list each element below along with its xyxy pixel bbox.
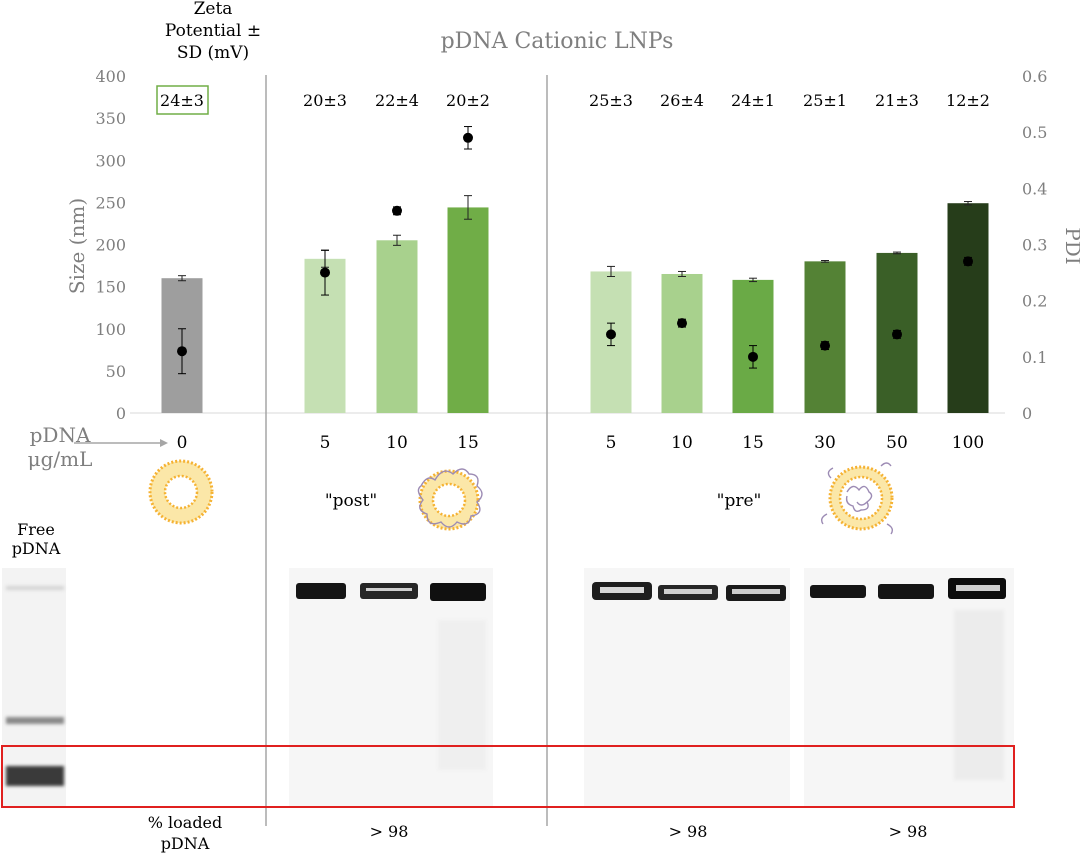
- y2-tick-label: 0.4: [1022, 179, 1047, 198]
- y-tick-label: 400: [95, 67, 126, 86]
- y2-axis-title: PDI: [1061, 227, 1080, 264]
- gel-pre-2: [804, 568, 1014, 808]
- pdi-point: [606, 329, 616, 340]
- zeta-label: 20±2: [446, 91, 490, 110]
- bar-2-10: [661, 273, 703, 413]
- chart-title: pDNA Cationic LNPs: [441, 29, 674, 54]
- zeta-label: 25±3: [589, 91, 633, 110]
- x-tick-label: 15: [457, 433, 479, 453]
- zeta-header: Zeta Potential ± SD (mV): [165, 0, 261, 63]
- loaded-value-post: > 98: [370, 822, 409, 841]
- zeta-label: 21±3: [875, 91, 919, 110]
- pdi-point: [177, 346, 187, 357]
- group-label-pre: "pre": [717, 491, 762, 511]
- zeta-label: 20±3: [303, 91, 347, 110]
- lnp-post-loaded-icon: [417, 468, 483, 531]
- zeta-labels: 24±3 20±3 22±4 20±2 25±3 26±4 24±1 25±1 21±3 12±2: [160, 91, 990, 110]
- zeta-label: 24±3: [160, 91, 204, 110]
- y-tick-label: 150: [95, 278, 126, 297]
- arrow-icon: [74, 439, 168, 447]
- x-tick-label: 30: [814, 433, 836, 453]
- gel-free-pdna: [2, 568, 66, 808]
- pdi-point: [748, 351, 758, 362]
- free-dna-highlight-box: [1, 745, 1015, 808]
- size-error-bars: [178, 195, 972, 283]
- x-axis-tick-labels: 0 5 10 15 5 10 15 30 50 100: [177, 433, 985, 453]
- y2-tick-label: 0.1: [1022, 348, 1047, 367]
- loaded-value-pre-1: > 98: [669, 822, 708, 841]
- y2-axis-ticks: 0 0.1 0.2 0.3 0.4 0.5 0.6: [1022, 67, 1047, 423]
- gel-pre-1: [584, 568, 790, 808]
- y2-tick-label: 0.3: [1022, 236, 1047, 255]
- zeta-label: 24±1: [731, 91, 775, 110]
- x-tick-label: 0: [177, 433, 188, 453]
- zeta-highlight-box: [156, 85, 209, 115]
- y2-tick-label: 0: [1022, 404, 1032, 423]
- x-tick-label: 5: [320, 433, 331, 453]
- lnp-pre-loaded-icon: [820, 462, 894, 535]
- pdi-point: [963, 256, 973, 267]
- zeta-label: 12±2: [946, 91, 990, 110]
- x-tick-label: 10: [386, 433, 408, 453]
- pdi-point: [320, 267, 330, 278]
- bar-1-15: [447, 207, 489, 413]
- bar-2-100: [947, 203, 989, 413]
- pdi-series: [177, 126, 973, 375]
- y-tick-label: 250: [95, 193, 126, 212]
- pdi-point: [677, 318, 687, 329]
- x-tick-label: 15: [742, 433, 764, 453]
- x-tick-label: 100: [952, 433, 984, 453]
- x-tick-label: 5: [606, 433, 617, 453]
- y-tick-label: 300: [95, 151, 126, 170]
- lnp-empty-icon: [148, 459, 214, 525]
- pdi-point: [820, 340, 830, 351]
- free-pdna-label: Free pDNA: [12, 520, 61, 558]
- pdi-point: [892, 329, 902, 340]
- y-tick-label: 350: [95, 109, 126, 128]
- bar-2-30: [804, 261, 846, 413]
- x-tick-label: 10: [671, 433, 693, 453]
- pdi-point: [463, 132, 473, 143]
- group-label-post: "post": [325, 491, 377, 511]
- gel-post: [289, 568, 493, 808]
- y-tick-label: 200: [95, 236, 126, 255]
- y-tick-label: 100: [95, 320, 126, 339]
- zeta-label: 25±1: [803, 91, 847, 110]
- zeta-label: 22±4: [375, 91, 419, 110]
- y-axis-title: Size (nm): [65, 198, 89, 294]
- loaded-value-pre-2: > 98: [889, 822, 928, 841]
- y2-tick-label: 0.2: [1022, 292, 1047, 311]
- y2-tick-label: 0.5: [1022, 123, 1047, 142]
- pdi-point: [392, 205, 402, 216]
- bar-series: [161, 203, 989, 413]
- x-tick-label: 50: [886, 433, 908, 453]
- y2-tick-label: 0.6: [1022, 67, 1047, 86]
- zeta-label: 26±4: [660, 91, 704, 110]
- loaded-pdna-label: % loaded pDNA: [148, 813, 223, 853]
- bar-1-10: [376, 240, 418, 413]
- y-tick-label: 0: [116, 404, 126, 423]
- x-axis-title: pDNA μg/mL: [28, 423, 93, 471]
- y-axis-ticks: 0 50 100 150 200 250 300 350 400: [95, 67, 126, 423]
- y-tick-label: 50: [106, 362, 126, 381]
